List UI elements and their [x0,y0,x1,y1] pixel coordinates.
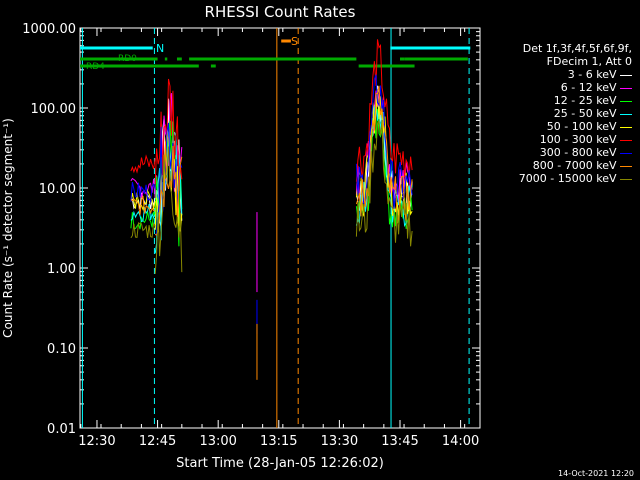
legend-entry: 6 - 12 keV [561,81,632,94]
series-7000-15000-kev [154,146,183,274]
series-300-800-kev [355,74,413,209]
y-tick-label: 10.00 [39,182,76,197]
legend-label: 25 - 50 keV [553,107,620,120]
legend-entry: 50 - 100 keV [547,120,632,133]
legend-swatch [620,165,632,167]
x-axis: 12:30 12:45 13:00 13:15 13:30 13:45 14:00 [78,28,479,449]
series-6-12-kev [130,177,156,198]
x-tick-label: 12:45 [139,434,176,449]
x-tick-label: 13:15 [260,434,297,449]
x-tick-label: 13:45 [381,434,418,449]
y-axis-label: Count Rate (s⁻¹ detector segment⁻¹) [1,118,15,338]
legend-entry: 12 - 25 keV [554,94,632,107]
x-tick-label: 12:30 [78,434,115,449]
y-tick-label: 0.01 [47,422,76,437]
legend-header-2: FDecim 1, Att 0 [546,55,632,68]
legend-label: 3 - 6 keV [567,68,620,81]
annotation-RD4: RD4 [86,62,105,72]
series-100-300-kev [154,78,183,192]
legend-entry: 25 - 50 keV [554,107,632,120]
legend-entry: 7000 - 15000 keV [519,172,632,185]
chart-title: RHESSI Count Rates [205,3,356,21]
y-axis: 0.01 0.10 1.00 10.00 100.00 1000.00 [22,22,480,437]
series-25-50-kev [130,203,156,223]
y-tick-label: 1000.00 [22,22,76,37]
legend-swatch [620,139,632,141]
legend-entry: 3 - 6 keV [568,68,632,81]
timestamp: 14-Oct-2021 12:20 [558,469,634,478]
x-tick-label: 13:30 [321,434,358,449]
legend-label: 300 - 800 keV [539,146,620,159]
chart-marks [80,28,471,428]
legend-entry: 300 - 800 keV [540,146,632,159]
legend-label: 50 - 100 keV [546,120,620,133]
series-800-7000-kev [355,85,413,224]
series-300-800-kev [130,181,156,203]
legend-swatch [620,87,632,89]
annotation-N: N [156,42,164,55]
legend-entry: 800 - 7000 keV [533,159,632,172]
legend-label: 6 - 12 keV [560,81,620,94]
x-axis-label: Start Time (28-Jan-05 12:26:02) [176,456,384,471]
legend-swatch [620,100,632,102]
annotation-S: S [291,35,298,48]
series-800-7000-kev [130,195,156,215]
y-tick-label: 1.00 [47,262,76,277]
legend-header-1: Det 1f,3f,4f,5f,6f,9f, [522,42,632,55]
legend-swatch [620,126,632,128]
legend-label: 800 - 7000 keV [532,159,620,172]
x-tick-label: 14:00 [442,434,479,449]
annotation-RD0: RD0 [118,54,137,64]
legend-label: 7000 - 15000 keV [518,172,620,185]
series-7000-15000-kev [355,119,413,247]
legend-swatch [620,74,632,76]
series-100-300-kev [355,39,413,182]
plot-frame [79,27,481,429]
legend-swatch [620,113,632,115]
series-100-300-kev [130,154,156,174]
x-tick-label: 13:00 [199,434,236,449]
legend-label: 100 - 300 keV [539,133,620,146]
legend-label: 12 - 25 keV [553,94,620,107]
y-tick-label: 100.00 [31,102,77,117]
legend-swatch [620,178,632,180]
legend-swatch [620,152,632,154]
y-tick-label: 0.10 [47,342,76,357]
series-7000-15000-kev [130,221,156,239]
legend-entry: 100 - 300 keV [540,133,632,146]
